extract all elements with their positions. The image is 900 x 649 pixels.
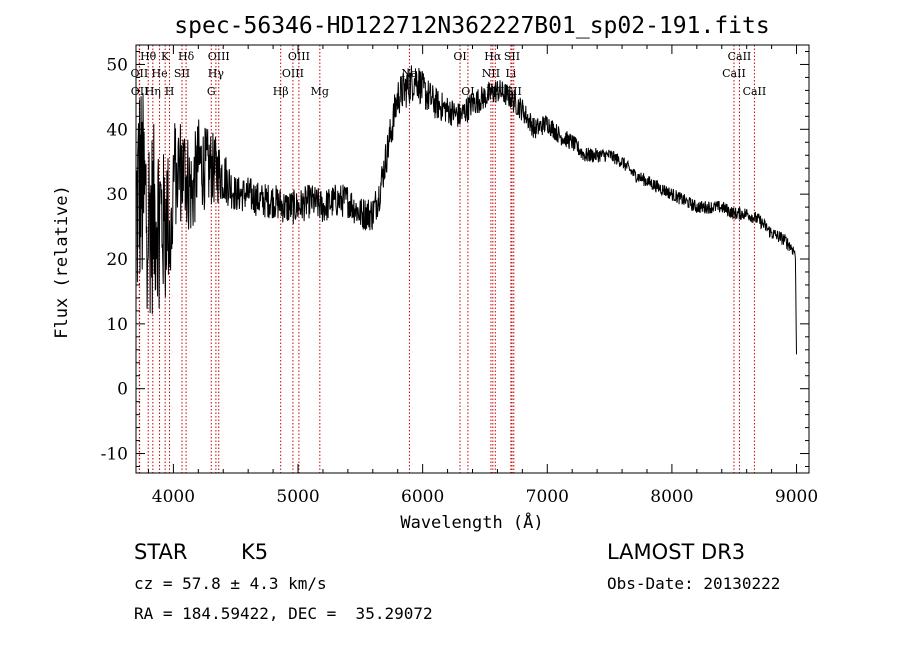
spectral-line-label: CaII [743, 85, 767, 98]
spectral-line-label: Mg [311, 85, 329, 98]
spectral-line-label: Hα [484, 50, 502, 63]
spectral-line-label: He [152, 67, 168, 80]
y-tick-label: 10 [106, 315, 128, 335]
x-tick-label: 8000 [650, 487, 693, 507]
object-subclass: K5 [241, 540, 269, 564]
y-tick-label: 0 [117, 380, 128, 400]
spectral-line-label: NII [482, 67, 500, 80]
x-tick-label: 7000 [526, 487, 569, 507]
x-axis-label: Wavelength (Å) [400, 511, 543, 533]
coordinates-readout: RA = 184.59422, DEC = 35.29072 [134, 604, 433, 623]
spectral-line-label: Li [505, 67, 516, 80]
object-class: STAR [134, 540, 188, 564]
spectral-line-label: OII [131, 85, 149, 98]
spectral-line-label: SII [504, 50, 520, 63]
spectral-line-label: OII [131, 67, 149, 80]
flux-series-line [136, 65, 797, 355]
spectral-line-label: OIII [208, 50, 230, 63]
spectral-line-label: Hθ [140, 50, 157, 63]
y-tick-label: 20 [106, 250, 128, 270]
spectral-line-label: OIII [282, 67, 304, 80]
x-axis: 4000 5000 6000 7000 8000 9000 [147, 45, 818, 507]
redshift-readout: cz = 57.8 ± 4.3 km/s [134, 574, 327, 593]
spectral-line-label: CaII [722, 67, 746, 80]
spectral-line-label: SII [174, 67, 190, 80]
spectral-line-label: Hη [145, 85, 161, 98]
y-tick-label: 40 [106, 120, 128, 140]
spectral-line-label: K [161, 50, 170, 63]
y-axis-label: Flux (relative) [52, 185, 72, 339]
spectral-line-label: OIII [288, 50, 310, 63]
x-tick-label: 5000 [276, 487, 319, 507]
x-tick-label: 9000 [775, 487, 818, 507]
spectral-line-label: OI [453, 50, 466, 63]
y-tick-label: 30 [106, 185, 128, 205]
spectral-line-label: CaII [728, 50, 752, 63]
y-tick-label: -10 [101, 445, 128, 465]
spectral-line-markers [138, 45, 755, 473]
y-tick-label: 50 [106, 55, 128, 75]
chart-title: spec-56346-HD122712N362227B01_sp02-191.f… [174, 13, 769, 39]
spectral-line-label: Hδ [178, 50, 195, 63]
spectral-line-label: Hγ [208, 67, 225, 80]
observation-date: Obs-Date: 20130222 [607, 574, 781, 593]
spectral-line-label: OI [461, 85, 474, 98]
spectral-line-label: Hβ [273, 85, 289, 98]
survey-name: LAMOST DR3 [607, 540, 746, 564]
y-axis: -10 0 10 20 30 40 50 [101, 50, 809, 468]
spectral-line-label: H [165, 85, 175, 98]
x-tick-label: 6000 [401, 487, 444, 507]
spectral-line-label: G [207, 85, 216, 98]
x-tick-label: 4000 [152, 487, 195, 507]
